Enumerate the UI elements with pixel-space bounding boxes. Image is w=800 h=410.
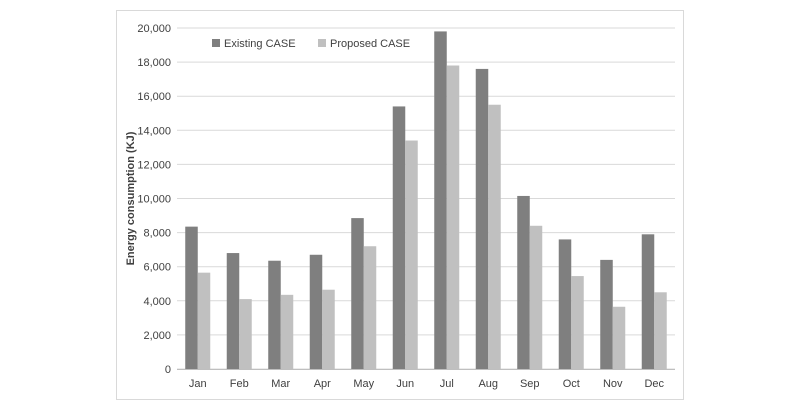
bar xyxy=(405,140,418,369)
x-tick-label: Nov xyxy=(603,378,623,390)
x-tick-label: Jun xyxy=(396,378,414,390)
y-tick-label: 6,000 xyxy=(143,262,171,274)
bar xyxy=(641,234,655,369)
bar xyxy=(363,246,377,369)
y-axis-label: Energy consumption (KJ) xyxy=(125,131,137,265)
bar xyxy=(226,253,240,369)
bar xyxy=(197,272,211,369)
bar xyxy=(654,292,667,369)
y-tick-label: 12,000 xyxy=(137,159,171,171)
legend-label: Existing CASE xyxy=(224,38,296,50)
bar xyxy=(446,65,460,369)
bar xyxy=(600,259,613,369)
bar xyxy=(322,289,335,369)
bar xyxy=(280,294,294,369)
bar xyxy=(309,254,323,369)
x-tick-label: Apr xyxy=(314,378,331,390)
x-tick-label: Feb xyxy=(230,378,249,390)
bar xyxy=(529,225,543,369)
bar xyxy=(475,68,489,370)
x-tick-label: May xyxy=(353,378,374,390)
bar xyxy=(351,218,364,369)
x-tick-label: Sep xyxy=(520,378,540,390)
bar xyxy=(517,195,530,369)
legend-label: Proposed CASE xyxy=(330,38,410,50)
y-tick-label: 18,000 xyxy=(137,57,171,69)
bar xyxy=(239,299,252,369)
x-tick-label: Mar xyxy=(271,378,290,390)
bar xyxy=(185,226,198,369)
x-tick-label: Dec xyxy=(644,378,664,390)
bar xyxy=(558,239,572,369)
legend-swatch xyxy=(212,39,220,47)
y-tick-label: 4,000 xyxy=(143,296,171,308)
y-tick-label: 0 xyxy=(165,364,171,376)
x-tick-label: Aug xyxy=(478,378,498,390)
y-tick-label: 10,000 xyxy=(137,194,171,206)
y-tick-label: 20,000 xyxy=(137,23,171,35)
bar xyxy=(268,260,281,369)
y-tick-label: 14,000 xyxy=(137,125,171,137)
bar xyxy=(612,306,626,369)
bar xyxy=(392,106,406,370)
legend-swatch xyxy=(318,39,326,47)
x-tick-label: Jan xyxy=(189,378,207,390)
y-tick-label: 16,000 xyxy=(137,91,171,103)
y-tick-label: 2,000 xyxy=(143,330,171,342)
bar xyxy=(571,276,584,369)
x-tick-label: Oct xyxy=(563,378,580,390)
x-tick-label: Jul xyxy=(440,378,454,390)
y-tick-label: 8,000 xyxy=(143,228,171,240)
bar xyxy=(488,104,501,369)
bar xyxy=(434,31,447,369)
